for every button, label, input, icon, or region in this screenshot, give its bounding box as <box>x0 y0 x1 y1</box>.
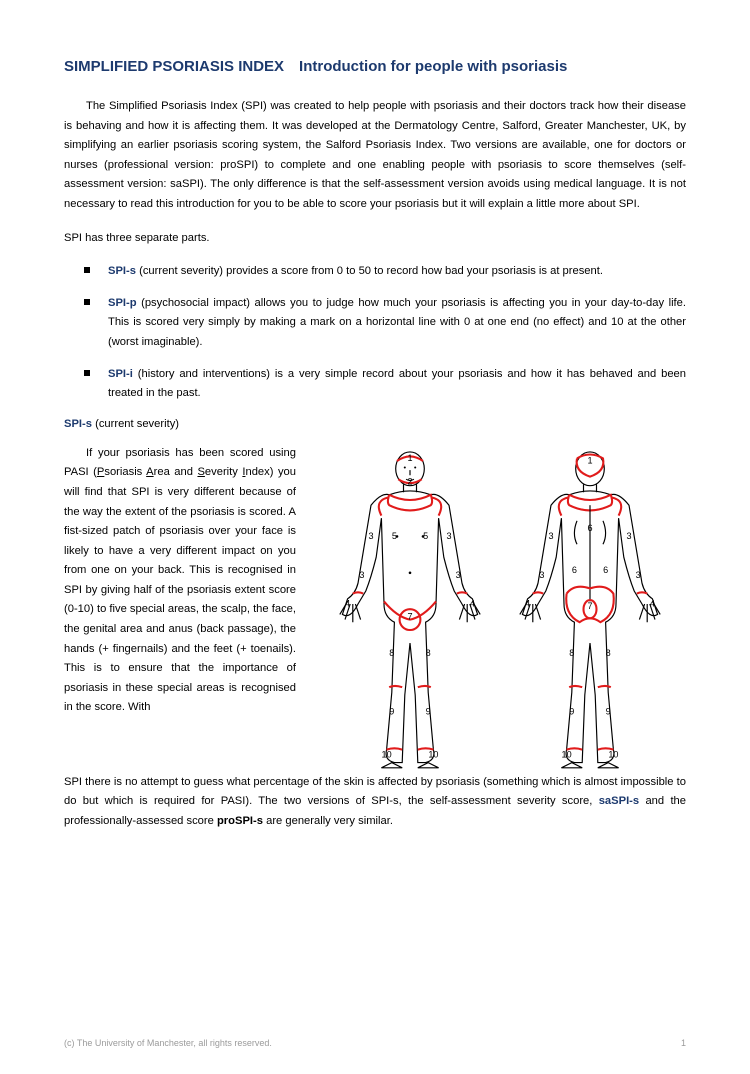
spi-p-text: (psychosocial impact) allows you to judg… <box>108 297 686 348</box>
body-diagram-back: 1 6 3 3 6 6 3 3 4 4 7 8 8 9 9 10 10 <box>512 448 668 773</box>
svg-text:7: 7 <box>587 601 592 611</box>
svg-text:7: 7 <box>407 611 412 621</box>
svg-text:3: 3 <box>446 531 451 541</box>
svg-text:9: 9 <box>606 706 611 716</box>
intro-paragraph: The Simplified Psoriasis Index (SPI) was… <box>64 97 686 215</box>
body-after-paragraph: SPI there is no attempt to guess what pe… <box>64 773 686 832</box>
body-diagram: 1 2 3 5 5 3 3 3 4 4 7 8 8 9 9 10 10 1 6 3 3 6 6 3 3 4 4 7 8 8 9 9 10 10 <box>314 444 686 773</box>
spi-s-text: (current severity) provides a score from… <box>136 265 603 277</box>
body-diagram-front: 1 2 3 5 5 3 3 3 4 4 7 8 8 9 9 10 10 <box>332 448 488 773</box>
svg-text:10: 10 <box>382 749 392 759</box>
svg-text:1: 1 <box>587 455 592 465</box>
svg-text:1: 1 <box>407 453 412 463</box>
section-label: SPI-s <box>64 418 92 430</box>
svg-text:10: 10 <box>562 749 572 759</box>
spi-i-text: (history and interventions) is a very si… <box>108 368 686 400</box>
svg-text:8: 8 <box>606 648 611 658</box>
svg-text:3: 3 <box>368 531 373 541</box>
svg-text:8: 8 <box>569 648 574 658</box>
section-suffix: (current severity) <box>92 418 179 430</box>
svg-text:9: 9 <box>389 706 394 716</box>
svg-text:6: 6 <box>587 523 592 533</box>
spi-p-label: SPI-p <box>108 297 137 309</box>
svg-text:4: 4 <box>470 598 475 608</box>
svg-text:3: 3 <box>636 570 641 580</box>
svg-text:4: 4 <box>345 598 350 608</box>
document-page: SIMPLIFIED PSORIASIS INDEX Introduction … <box>0 0 750 1074</box>
svg-text:2: 2 <box>407 476 412 486</box>
svg-text:4: 4 <box>650 598 655 608</box>
svg-text:8: 8 <box>389 648 394 658</box>
svg-text:8: 8 <box>426 648 431 658</box>
footer-page-number: 1 <box>681 1038 686 1048</box>
body-row: If your psoriasis has been scored using … <box>64 444 686 773</box>
svg-text:6: 6 <box>572 565 577 575</box>
page-title: SIMPLIFIED PSORIASIS INDEX Introduction … <box>64 58 686 75</box>
spi-i-label: SPI-i <box>108 368 133 380</box>
spi-s-label: SPI-s <box>108 265 136 277</box>
svg-text:9: 9 <box>426 706 431 716</box>
svg-text:10: 10 <box>608 749 618 759</box>
svg-text:5: 5 <box>392 531 397 541</box>
svg-text:3: 3 <box>548 531 553 541</box>
svg-text:3: 3 <box>359 570 364 580</box>
list-item: SPI-p (psychosocial impact) allows you t… <box>64 294 686 353</box>
svg-text:10: 10 <box>428 749 438 759</box>
parts-lead: SPI has three separate parts. <box>64 229 686 249</box>
svg-text:9: 9 <box>569 706 574 716</box>
svg-text:3: 3 <box>626 531 631 541</box>
section-heading: SPI-s (current severity) <box>64 418 686 430</box>
parts-list: SPI-s (current severity) provides a scor… <box>64 262 686 404</box>
svg-text:5: 5 <box>423 531 428 541</box>
footer-copyright: (c) The University of Manchester, all ri… <box>64 1038 272 1048</box>
svg-text:3: 3 <box>456 570 461 580</box>
svg-text:4: 4 <box>525 598 530 608</box>
svg-text:6: 6 <box>603 565 608 575</box>
svg-text:3: 3 <box>539 570 544 580</box>
page-footer: (c) The University of Manchester, all ri… <box>64 1038 686 1048</box>
list-item: SPI-i (history and interventions) is a v… <box>64 365 686 404</box>
list-item: SPI-s (current severity) provides a scor… <box>64 262 686 282</box>
body-left-text: If your psoriasis has been scored using … <box>64 444 296 718</box>
